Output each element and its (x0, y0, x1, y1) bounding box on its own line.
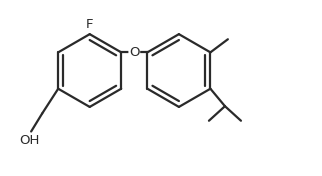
Text: OH: OH (20, 134, 40, 147)
Text: O: O (129, 46, 139, 59)
Text: F: F (86, 18, 93, 31)
